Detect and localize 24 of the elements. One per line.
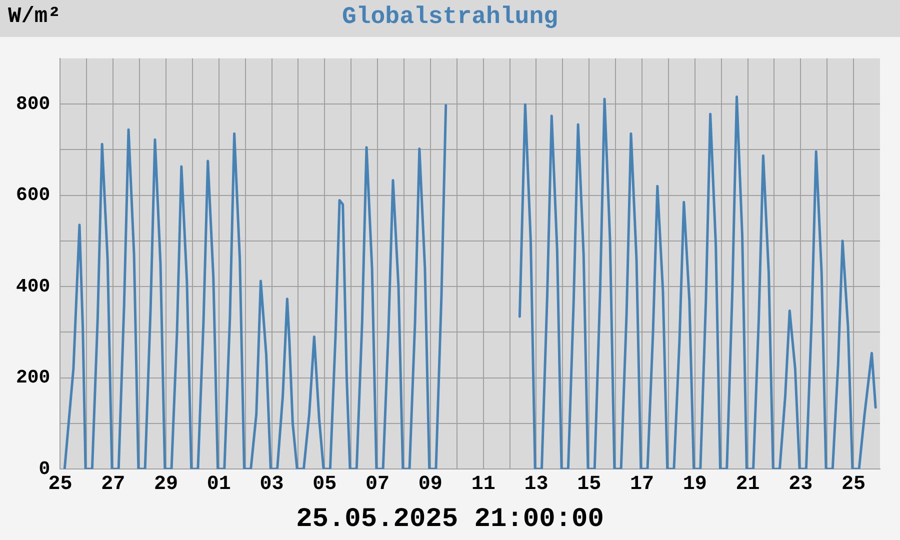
y-tick-label: 600 [16,184,50,206]
x-tick-label: 11 [471,473,496,496]
x-tick-label: 17 [630,473,654,496]
text: 25.05.2025 21:00:00 [295,505,605,535]
y-tick-label: 400 [16,275,50,298]
x-tick-label: 03 [260,473,284,496]
x-tick-label: 01 [206,473,231,496]
x-tick-label: 09 [418,473,442,496]
y-tick-label: 0 [38,458,50,480]
x-tick-label: 13 [524,473,548,496]
x-tick-label: 27 [101,473,126,496]
x-tick-label: 07 [366,473,390,496]
x-tick-label: 19 [682,473,707,496]
x-tick-label: 21 [736,473,760,496]
x-tick-label: 05 [312,473,337,496]
chart-title: Globalstrahlung [342,4,558,31]
x-tick-label: 25 [842,473,866,496]
y-tick-label: 800 [16,92,50,115]
x-tick-label: 29 [154,473,178,496]
x-tick-label: 23 [788,473,813,496]
x-tick-label: 25 [48,473,72,496]
y-tick-label: 200 [16,366,50,389]
x-tick-label: 15 [577,473,602,496]
y-axis-title: W/m² [8,4,61,29]
